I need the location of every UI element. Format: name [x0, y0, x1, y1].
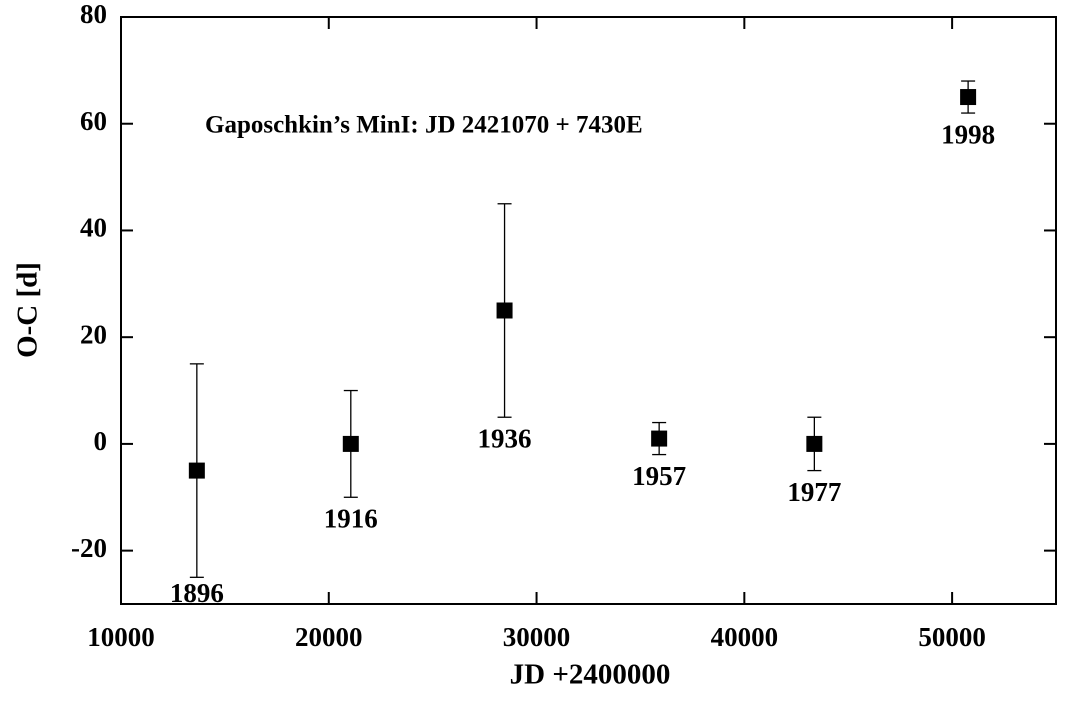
x-tick-label: 20000: [295, 622, 363, 652]
x-tick-label: 40000: [711, 622, 779, 652]
y-tick-label: 60: [80, 106, 107, 136]
y-tick-label: 20: [80, 319, 107, 349]
point-label: 1998: [941, 119, 995, 149]
point: [342, 435, 359, 452]
point: [806, 435, 823, 452]
y-axis-label: O-C [d]: [12, 262, 44, 358]
point-label: 1896: [170, 578, 224, 608]
point-label: 1957: [632, 461, 686, 491]
y-tick-label: 0: [94, 426, 108, 456]
point: [496, 302, 513, 319]
point: [651, 430, 668, 447]
y-tick-label: 40: [80, 213, 107, 243]
annotation: Gaposchkin’s MinI: JD 2421070 + 7430E: [205, 112, 643, 139]
plot-frame: [120, 16, 1057, 605]
point-label: 1936: [478, 423, 532, 453]
point-label: 1977: [787, 477, 841, 507]
y-tick-label: -20: [71, 533, 107, 563]
x-tick-label: 50000: [918, 622, 986, 652]
point-label: 1916: [324, 503, 378, 533]
point: [960, 89, 977, 106]
point: [188, 462, 205, 479]
x-axis-label: JD +2400000: [510, 659, 671, 691]
x-tick-label: 10000: [87, 622, 155, 652]
x-tick-label: 30000: [503, 622, 571, 652]
y-tick-label: 80: [80, 0, 107, 29]
